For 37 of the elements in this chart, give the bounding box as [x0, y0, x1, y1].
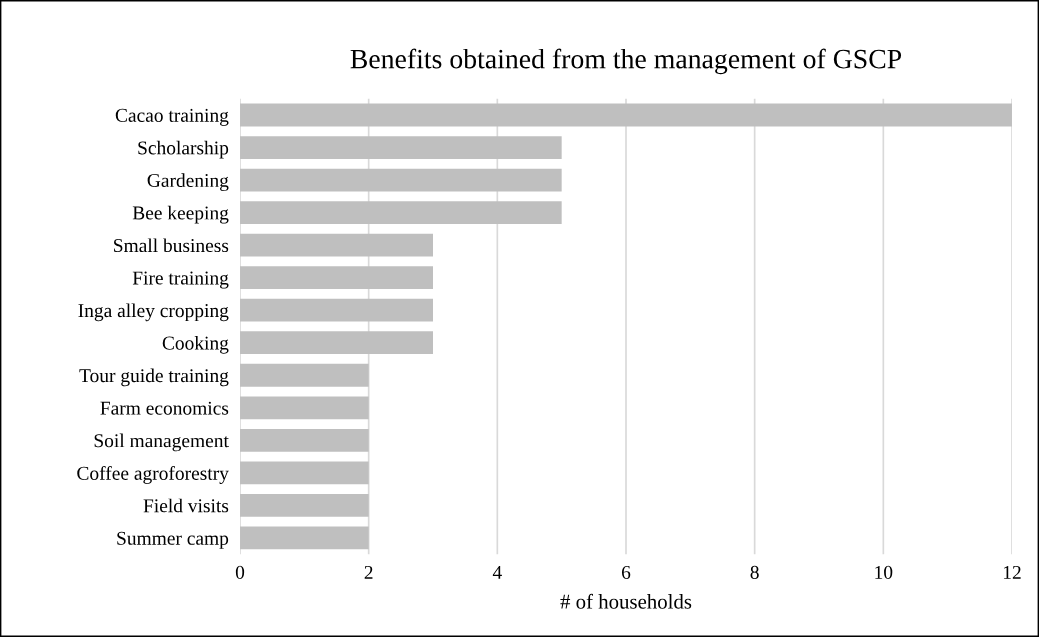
y-tick-label: Inga alley cropping	[78, 303, 229, 322]
y-tick-label: Cacao training	[115, 108, 229, 126]
bar	[240, 266, 433, 290]
bar	[240, 233, 433, 257]
bar	[240, 103, 1012, 127]
bar	[240, 136, 562, 159]
bar	[240, 526, 369, 550]
y-tick-label: Tour guide training	[79, 368, 229, 387]
x-tick-label: 2	[364, 565, 373, 579]
y-tick-label: Soil management	[94, 433, 229, 452]
x-tick-label: 0	[235, 565, 245, 579]
bar	[240, 168, 562, 192]
y-tick-label: Cooking	[162, 335, 229, 354]
x-tick-label: 12	[1003, 565, 1021, 579]
bar	[240, 461, 369, 485]
x-tick-label: 8	[750, 565, 759, 579]
bar	[240, 428, 369, 452]
y-tick-label: Field visits	[143, 498, 229, 513]
bar	[240, 331, 433, 355]
y-tick-label: Scholarship	[138, 140, 229, 159]
bar	[240, 363, 369, 387]
y-tick-label: Summer camp	[117, 531, 229, 549]
bar	[240, 494, 369, 517]
chart-title: Benefits obtained from the management of GSCP	[350, 48, 902, 75]
bar	[240, 201, 562, 224]
y-tick-label: Gardening	[147, 173, 229, 192]
y-tick-label: Coffee agroforestry	[77, 466, 229, 484]
bar	[240, 396, 369, 420]
y-tick-label: Bee keeping	[132, 205, 229, 224]
x-axis-title: # of households	[560, 593, 692, 609]
x-tick-label: 4	[492, 565, 502, 579]
x-tick-label: 10	[875, 565, 893, 579]
y-tick-label: Farm economics	[100, 401, 229, 415]
y-tick-label: Small business	[114, 238, 229, 253]
x-tick-label: 6	[621, 565, 631, 579]
y-tick-label: Fire training	[132, 271, 229, 289]
bar	[240, 298, 433, 322]
